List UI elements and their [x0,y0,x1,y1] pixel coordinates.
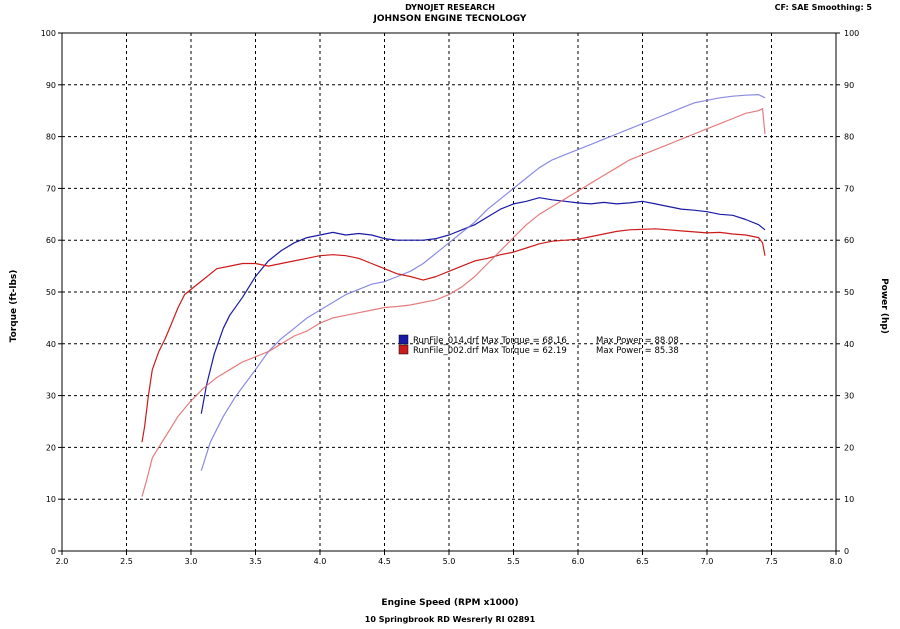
y-tick-label: 30 [46,392,56,401]
x-tick-label: 8.0 [830,557,843,566]
y2-tick-label: 80 [844,133,854,142]
x-tick-label: 6.0 [572,557,585,566]
x-tick-label: 4.5 [378,557,391,566]
y-axis-label-power: Power (hp) [879,278,889,334]
y-axis-label-torque: Torque (ft-lbs) [9,269,19,343]
y-tick-label: 0 [51,547,56,556]
correction-factor-label: CF: SAE Smoothing: 5 [774,3,872,12]
y-tick-label: 80 [46,133,56,142]
x-tick-label: 3.5 [249,557,262,566]
legend: RunFile_014.drf Max Torque = 68.16 Max Po… [398,334,679,356]
x-tick-label: 4.0 [314,557,327,566]
x-tick-label: 7.5 [765,557,778,566]
x-tick-label: 2.5 [120,557,133,566]
series-line-runfile014drf-torque [200,197,766,414]
y-tick-label: 40 [46,340,56,349]
y-tick-label: 20 [46,443,56,452]
y-tick-label: 100 [41,29,56,38]
y-tick-label: 70 [46,184,56,193]
legend-label: RunFile_002.drf Max Torque = 62.19 [413,346,567,356]
y2-tick-label: 100 [844,29,859,38]
x-tick-label: 3.0 [185,557,198,566]
chart-header-title: JOHNSON ENGINE TECNOLOGY [373,14,527,24]
series-line-runfile002drf-power [141,107,766,497]
y2-tick-label: 70 [844,184,854,193]
y2-tick-label: 40 [844,340,854,349]
x-tick-label: 6.5 [636,557,649,566]
y2-tick-label: 60 [844,236,854,245]
x-axis-label: Engine Speed (RPM x1000) [381,598,519,608]
series-line-runfile014drf-power [200,93,766,471]
legend-label: RunFile_014.drf Max Torque = 68.16 [413,336,567,346]
y2-tick-label: 50 [844,288,854,297]
y-tick-label: 60 [46,236,56,245]
footer-address: 10 Springbrook RD Wesrerly RI 02891 [364,615,536,624]
legend-power-label: Max Power = 85.38 [596,346,679,356]
x-tick-label: 2.0 [56,557,69,566]
y2-tick-label: 10 [844,495,854,504]
y-tick-label: 10 [46,495,56,504]
y-tick-label: 90 [46,81,56,90]
chart-header-company: DYNOJET RESEARCH [405,3,495,12]
axis-ticks: 2.0 2.5 3.0 3.5 4.0 4.5 5.0 5.5 6.0 6.5 7.0 7.5 8.00… [41,29,860,566]
series-lines [141,93,766,497]
legend-swatch [398,334,409,345]
y2-tick-label: 20 [844,443,854,452]
legend-power-label: Max Power = 88.08 [596,336,679,346]
x-tick-label: 5.0 [443,557,456,566]
y2-tick-label: 0 [844,547,849,556]
x-tick-label: 7.0 [701,557,714,566]
grid-lines [62,33,836,551]
series-line-runfile002drf-torque [141,228,766,443]
y-tick-label: 50 [46,288,56,297]
x-tick-label: 5.5 [507,557,520,566]
y2-tick-label: 30 [844,392,854,401]
y2-tick-label: 90 [844,81,854,90]
legend-swatch [398,344,409,355]
